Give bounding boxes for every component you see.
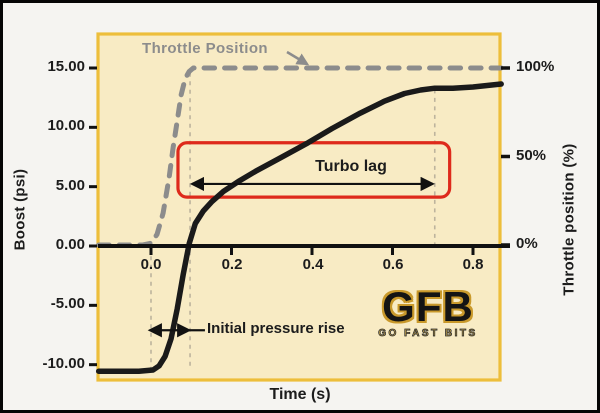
turbo-lag-label: Turbo lag: [315, 158, 387, 175]
gfb-logo-tagline: GO FAST BITS: [378, 328, 478, 340]
y-left-tick-n5: -5.00: [50, 295, 85, 312]
x-tick-0.8: 0.8: [462, 256, 484, 273]
x-tick-0.6: 0.6: [382, 256, 404, 273]
chart-canvas: [89, 32, 510, 382]
throttle-label-pointer: [286, 50, 310, 66]
x-tick-0.0: 0.0: [140, 256, 162, 273]
y-left-tick-n10: -10.00: [42, 355, 85, 372]
x-tick-0.4: 0.4: [302, 256, 324, 273]
y-axis-title-right: Throttle position (%): [560, 143, 578, 296]
turbo-lag-box: [176, 141, 452, 199]
y-axis-title-left: Boost (psi): [11, 168, 29, 251]
x-tick-0.2: 0.2: [221, 256, 243, 273]
y-left-tick-5: 5.00: [55, 177, 85, 194]
y-right-tick-50: 50%: [516, 147, 547, 164]
throttle-position-curve: [96, 65, 504, 248]
y-left-tick-15: 15.00: [47, 58, 85, 75]
y-left-tick-0: 0.00: [55, 236, 85, 253]
y-right-tick-0: 0%: [516, 235, 538, 252]
y-left-tick-10: 10.00: [47, 117, 85, 134]
x-axis-title: Time (s): [269, 386, 331, 403]
y-right-tick-100: 100%: [516, 58, 555, 75]
gfb-logo-text: GFB: [382, 283, 474, 330]
throttle-series-label: Throttle Position: [142, 40, 268, 57]
initial-pressure-rise-label: Initial pressure rise: [207, 320, 345, 337]
gfb-logo: GFB GO FAST BITS: [369, 283, 487, 340]
